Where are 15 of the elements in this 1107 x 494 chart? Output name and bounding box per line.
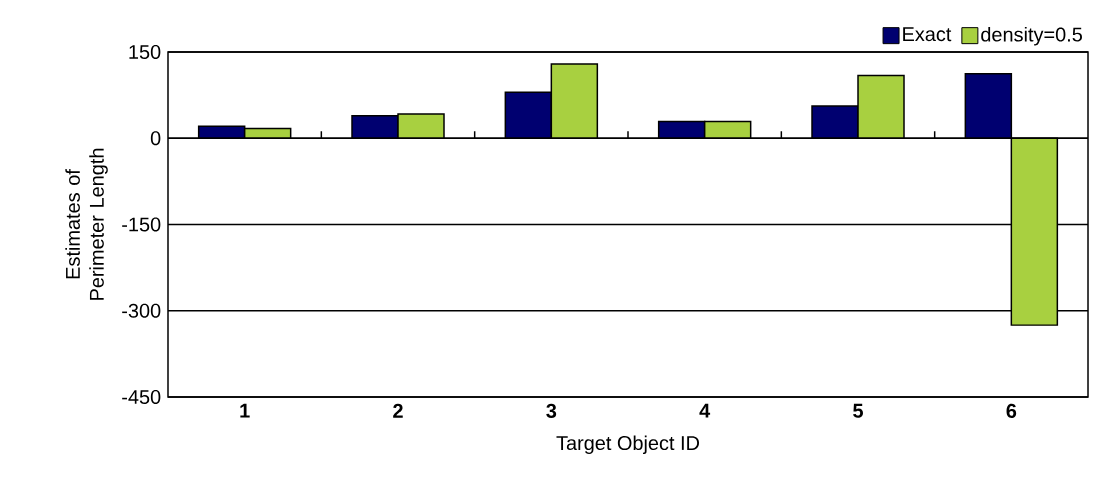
y-tick-label: 0	[150, 131, 161, 146]
x-tick-label: 1	[240, 403, 250, 418]
y-tick-label: -150	[122, 217, 161, 232]
x-tick-label: 5	[853, 403, 863, 418]
x-tick-label: 6	[1006, 403, 1017, 418]
x-axis-title: Target Object ID	[556, 435, 700, 455]
x-tick-label: 3	[546, 403, 557, 418]
y-tick-label: 150	[129, 44, 161, 60]
x-tick-label: 4	[699, 403, 711, 418]
y-tick-label: -450	[122, 389, 161, 405]
legend-label: density=0.5	[981, 26, 1082, 46]
y-tick-label: -300	[122, 303, 161, 318]
legend-label: Exact	[903, 27, 952, 42]
x-tick-label: 2	[393, 403, 403, 418]
y-axis-title: Estimates of Perimeter Length	[65, 148, 108, 300]
